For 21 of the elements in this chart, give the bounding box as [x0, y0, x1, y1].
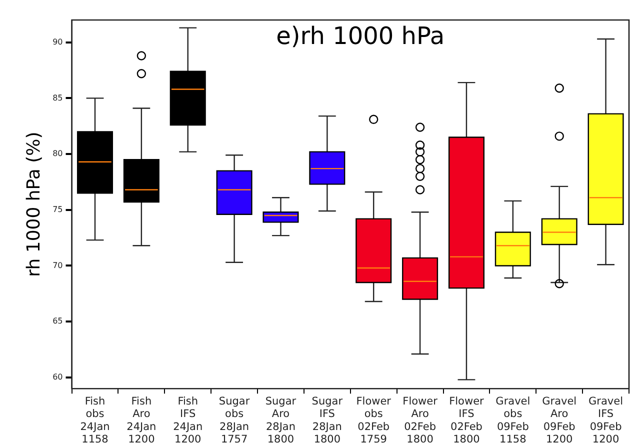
x-tick-label: Sugar Aro 28Jan 1800 [265, 396, 297, 446]
x-tick-label: Flower IFS 02Feb 1800 [449, 396, 485, 446]
y-tick-label: 90 [52, 37, 63, 46]
x-tick-label: Gravel Aro 09Feb 1200 [542, 396, 577, 446]
y-tick-label: 80 [52, 149, 63, 158]
x-tick-label: Fish IFS 24Jan 1200 [173, 396, 203, 446]
x-tick-label: Sugar IFS 28Jan 1800 [312, 396, 344, 446]
y-tick-label: 65 [52, 316, 63, 326]
y-tick-label: 85 [52, 93, 63, 102]
x-tick-label: Gravel IFS 09Feb 1200 [588, 396, 624, 446]
x-tick-label: Gravel obs 09Feb 1158 [496, 396, 530, 446]
y-tick-label: 70 [52, 260, 63, 270]
x-tick-label: Fish Aro 24Jan 1200 [126, 396, 156, 446]
y-axis-title: rh 1000 hPa (%) [23, 132, 44, 277]
chart-title: e)rh 1000 hPa [276, 22, 445, 50]
x-tick-label: Flower Aro 02Feb 1800 [402, 396, 438, 446]
y-tick-label: 75 [52, 204, 63, 214]
x-tick-label: Flower obs 02Feb 1759 [356, 396, 392, 446]
x-tick-label: Fish obs 24Jan 1158 [80, 396, 110, 446]
y-tick-label: 60 [52, 372, 63, 382]
x-tick-label: Sugar obs 28Jan 1757 [218, 396, 250, 446]
